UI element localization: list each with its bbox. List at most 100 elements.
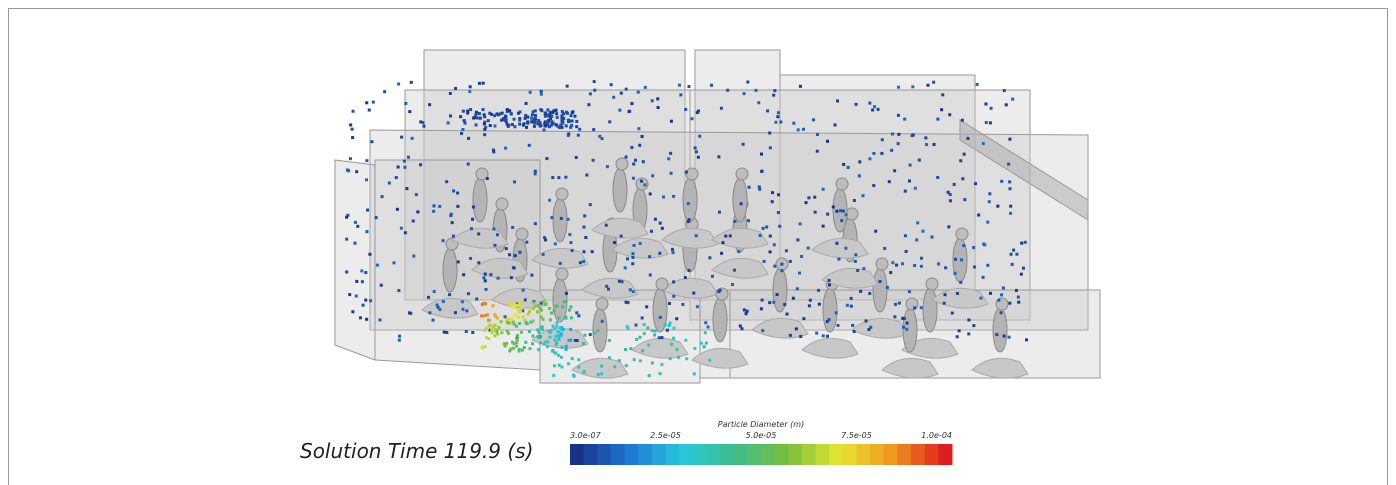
particle bbox=[400, 227, 403, 230]
particle bbox=[488, 319, 491, 322]
particle bbox=[531, 113, 534, 116]
particle bbox=[419, 120, 422, 123]
particle bbox=[786, 313, 789, 316]
particle bbox=[525, 102, 528, 105]
colorbar-segment bbox=[625, 444, 639, 465]
particle bbox=[472, 205, 475, 208]
particle bbox=[948, 113, 951, 116]
particle bbox=[356, 225, 359, 228]
particle bbox=[951, 312, 954, 315]
particle bbox=[772, 301, 775, 304]
particle bbox=[447, 121, 450, 124]
particle bbox=[908, 290, 911, 293]
particle bbox=[508, 303, 511, 306]
particle bbox=[1002, 286, 1005, 289]
particle bbox=[761, 299, 764, 302]
particle bbox=[552, 374, 555, 377]
particle bbox=[398, 335, 401, 338]
particle bbox=[972, 324, 975, 327]
particle bbox=[693, 372, 696, 375]
particle bbox=[765, 225, 768, 228]
particle bbox=[457, 260, 460, 263]
particle bbox=[817, 289, 820, 292]
particle bbox=[762, 227, 765, 230]
particle bbox=[419, 163, 422, 166]
particle bbox=[826, 335, 829, 338]
particle bbox=[940, 108, 943, 111]
particle bbox=[691, 117, 694, 120]
particle bbox=[392, 261, 395, 264]
particle bbox=[656, 97, 659, 100]
particle bbox=[851, 324, 854, 327]
particle bbox=[542, 253, 545, 256]
particle bbox=[497, 277, 500, 280]
particle bbox=[403, 160, 406, 163]
particle bbox=[963, 153, 966, 156]
particle bbox=[651, 99, 654, 102]
particle bbox=[869, 326, 872, 329]
particle bbox=[493, 114, 496, 117]
particle bbox=[868, 292, 871, 295]
particle bbox=[489, 323, 492, 326]
particle bbox=[989, 121, 992, 124]
particle bbox=[982, 276, 985, 279]
particle bbox=[513, 118, 516, 121]
particle bbox=[468, 90, 471, 93]
particle bbox=[512, 347, 515, 350]
rider-body bbox=[593, 308, 607, 352]
particle bbox=[760, 153, 763, 156]
particle bbox=[835, 311, 838, 314]
particle bbox=[567, 362, 570, 365]
particle bbox=[456, 205, 459, 208]
particle bbox=[475, 123, 478, 126]
particle bbox=[351, 128, 354, 131]
particle bbox=[551, 350, 554, 353]
particle bbox=[478, 82, 481, 85]
particle bbox=[351, 136, 354, 139]
particle bbox=[627, 301, 630, 304]
particle bbox=[583, 214, 586, 217]
particle bbox=[672, 195, 675, 198]
particle bbox=[568, 233, 571, 236]
particle bbox=[726, 89, 729, 92]
particle bbox=[650, 230, 653, 233]
particle bbox=[542, 300, 545, 303]
colorbar-segment bbox=[693, 444, 707, 465]
particle bbox=[780, 263, 783, 266]
particle bbox=[456, 192, 459, 195]
particle bbox=[670, 343, 673, 346]
particle bbox=[954, 258, 957, 261]
particle bbox=[411, 137, 414, 140]
particle bbox=[646, 326, 649, 329]
rider-body bbox=[553, 278, 567, 322]
particle bbox=[954, 272, 957, 275]
particle bbox=[872, 152, 875, 155]
particle bbox=[901, 262, 904, 265]
particle bbox=[777, 193, 780, 196]
particle bbox=[504, 345, 507, 348]
particle bbox=[364, 271, 367, 274]
particle bbox=[407, 156, 410, 159]
particle bbox=[566, 85, 569, 88]
particle bbox=[842, 210, 845, 213]
particle bbox=[760, 307, 763, 310]
particle bbox=[618, 359, 621, 362]
particle bbox=[669, 357, 672, 360]
particle bbox=[688, 218, 691, 221]
particle bbox=[505, 118, 508, 121]
particle bbox=[795, 327, 798, 330]
particle bbox=[467, 163, 470, 166]
particle bbox=[960, 258, 963, 261]
particle bbox=[768, 132, 771, 135]
particle bbox=[670, 172, 673, 175]
particle bbox=[553, 327, 556, 330]
particle bbox=[651, 329, 654, 332]
particle bbox=[483, 115, 486, 118]
colorbar-segment bbox=[829, 444, 843, 465]
particle bbox=[509, 347, 512, 350]
particle bbox=[438, 308, 441, 311]
particle bbox=[589, 203, 592, 206]
particle bbox=[1017, 301, 1020, 304]
particle bbox=[504, 115, 507, 118]
particle bbox=[569, 126, 572, 129]
